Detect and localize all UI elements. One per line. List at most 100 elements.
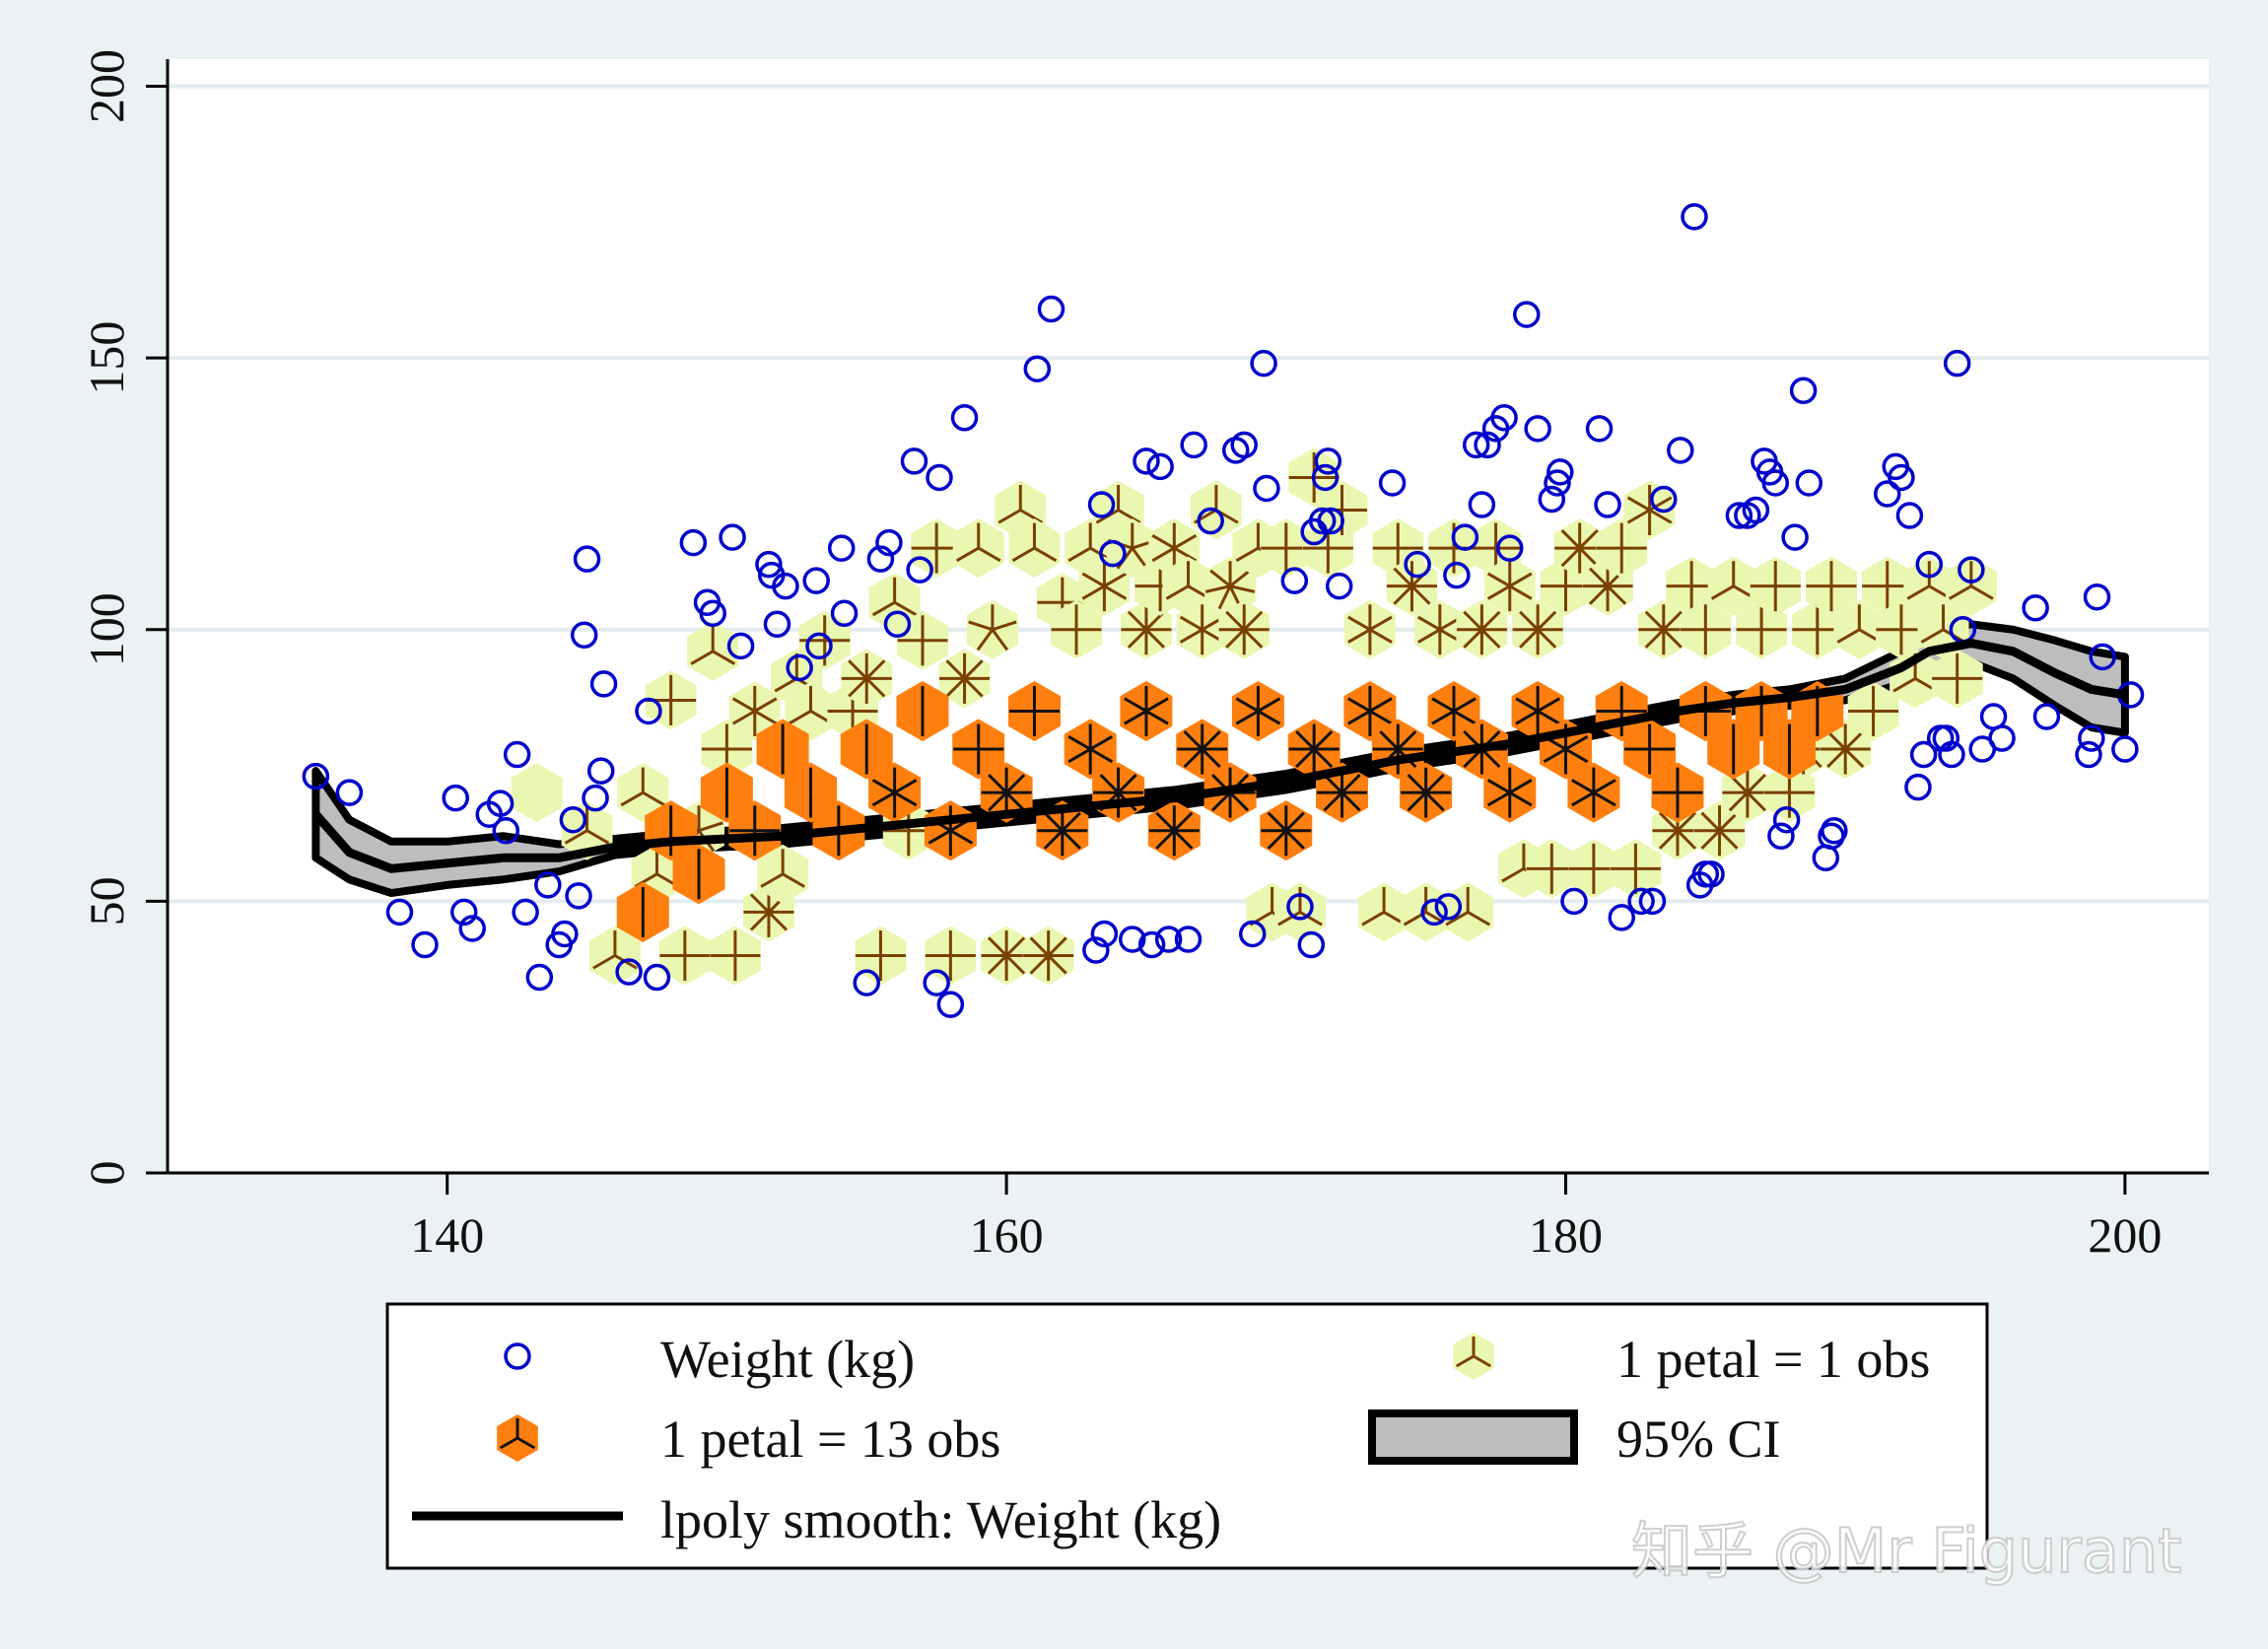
- sunflower-light: [1820, 720, 1872, 779]
- scatter-point: [1082, 936, 1110, 964]
- sunflower-light: [1680, 599, 1732, 659]
- petal: [1347, 628, 1371, 644]
- scatter-point: [679, 528, 708, 557]
- sunflower-light: [1358, 882, 1410, 942]
- petal: [1486, 572, 1511, 587]
- petal: [1081, 572, 1106, 587]
- sunflower-dark: [1147, 800, 1201, 861]
- petal: [1267, 811, 1287, 832]
- sunflower-dark: [1707, 719, 1760, 780]
- sunflower-light: [1693, 800, 1746, 860]
- sunflower-light: [841, 649, 893, 709]
- scatter-point: [1524, 415, 1551, 443]
- sunflower-light: [1526, 839, 1578, 899]
- sunflower-dark: [1427, 680, 1480, 742]
- petal: [977, 546, 1001, 563]
- petal: [1467, 911, 1491, 927]
- scatter-point: [1988, 724, 2016, 752]
- sunflower-dark: [1511, 680, 1564, 742]
- petal: [1571, 779, 1595, 794]
- scatter-point: [853, 969, 880, 996]
- scatter-point: [906, 556, 933, 584]
- petal: [1005, 936, 1026, 957]
- petal: [1606, 584, 1627, 605]
- scatter-point: [1496, 534, 1524, 562]
- petal: [1424, 791, 1445, 812]
- petal: [1658, 829, 1680, 850]
- scatter-point: [1538, 485, 1566, 514]
- petal: [1700, 829, 1721, 850]
- petal: [1920, 628, 1945, 644]
- petal: [1209, 569, 1231, 587]
- scatter-point: [449, 898, 478, 927]
- scatter-point: [1781, 523, 1809, 551]
- petal: [1648, 496, 1673, 512]
- scatter-point: [1146, 452, 1174, 481]
- sunflower-light: [658, 926, 711, 986]
- petal: [1676, 829, 1697, 850]
- petal: [1179, 628, 1203, 644]
- petal: [1173, 811, 1194, 832]
- petal: [1155, 829, 1176, 850]
- sunflower-light: [1022, 926, 1074, 986]
- petal: [749, 911, 771, 931]
- scatter-point: [719, 523, 746, 551]
- sunflower-dark: [616, 881, 669, 942]
- legend-label-lpoly: lpoly smooth: Weight (kg): [660, 1490, 1221, 1549]
- petal: [1826, 747, 1847, 769]
- petal: [1431, 710, 1455, 725]
- legend-symbols: [412, 1333, 1578, 1521]
- petal: [1201, 747, 1221, 769]
- scatter-point: [1544, 469, 1571, 497]
- petal: [1235, 546, 1260, 563]
- petal: [1393, 567, 1413, 587]
- petal: [1340, 791, 1361, 812]
- scatter-point: [503, 740, 531, 769]
- petal: [774, 677, 798, 693]
- sunflower-dark: [700, 762, 753, 823]
- sunflower-light: [1596, 518, 1648, 579]
- petal: [968, 620, 994, 632]
- hex-cell-light: [511, 763, 563, 823]
- petal: [1323, 791, 1343, 812]
- scatter-point: [1795, 469, 1823, 497]
- sunflower-light: [1610, 839, 1662, 899]
- petal: [1235, 710, 1260, 725]
- sunflower-dark: [840, 719, 893, 780]
- scatter-point: [1378, 469, 1407, 497]
- sunflower-light: [1847, 681, 1899, 741]
- sunflower-light: [1750, 556, 1802, 616]
- scatter-point: [1932, 724, 1960, 752]
- scatter-point: [1239, 920, 1267, 948]
- scatter-point: [1627, 887, 1655, 916]
- petal: [1179, 615, 1203, 632]
- scatter-point: [805, 632, 833, 660]
- sunflower-light: [1637, 599, 1689, 659]
- petal: [1369, 615, 1393, 632]
- petal: [1369, 628, 1393, 644]
- scatter-point: [866, 545, 895, 573]
- petal: [1155, 811, 1176, 832]
- scatter-point: [1230, 431, 1258, 459]
- scatter-point: [1037, 295, 1065, 323]
- sunflower-light: [1553, 518, 1606, 579]
- sunflower-light: [1386, 556, 1438, 616]
- sunflower-light: [952, 518, 1004, 579]
- axes: [166, 59, 2209, 1175]
- petal: [893, 779, 918, 794]
- petal: [1347, 697, 1371, 713]
- petal: [1728, 791, 1749, 812]
- scatter-point: [1638, 887, 1667, 916]
- scatter-point: [442, 784, 469, 812]
- petal: [1537, 610, 1557, 631]
- petal: [1379, 729, 1400, 751]
- sunflower-light: [1274, 882, 1326, 942]
- scatter-point: [1308, 507, 1337, 535]
- petal: [1124, 697, 1147, 713]
- petal: [1453, 697, 1477, 713]
- watermark: 知乎 @Mr Figurant: [1631, 1515, 2182, 1587]
- petal: [1235, 697, 1260, 713]
- scatter-point: [1404, 550, 1431, 579]
- scatter-point: [1943, 349, 1971, 378]
- petal: [1578, 529, 1599, 550]
